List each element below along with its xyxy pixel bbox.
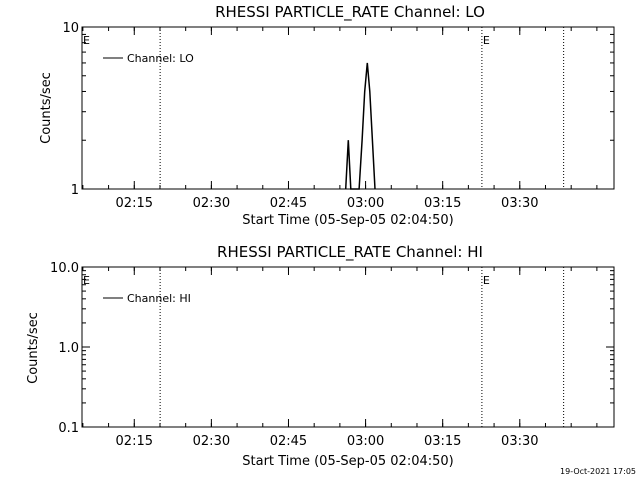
- y-tick-label: 1: [71, 183, 79, 198]
- x-tick-label: 03:00: [347, 196, 384, 211]
- panel-hi-ylabel: Counts/sec: [26, 312, 41, 384]
- panel-lo-legend-label: Channel: LO: [127, 52, 194, 65]
- timestamp: 19-Oct-2021 17:05: [560, 467, 636, 476]
- panel-hi: RHESSI PARTICLE_RATE Channel: HI Start T…: [26, 243, 615, 469]
- panel-lo-title: RHESSI PARTICLE_RATE Channel: LO: [215, 3, 485, 22]
- x-tick-label: 03:30: [501, 434, 538, 449]
- y-tick-label: 0.1: [58, 421, 79, 436]
- panel-hi-title: RHESSI PARTICLE_RATE Channel: HI: [217, 243, 483, 262]
- x-tick-label: 02:15: [116, 196, 153, 211]
- x-tick-label: 02:15: [116, 434, 153, 449]
- y-tick-label: 1.0: [58, 341, 79, 356]
- panel-frame: [81, 266, 615, 428]
- x-tick-label: 03:00: [347, 434, 384, 449]
- event-marker-label: E: [483, 34, 490, 47]
- x-tick-label: 03:30: [501, 196, 538, 211]
- x-tick-label: 02:30: [193, 196, 230, 211]
- x-tick-label: 02:45: [270, 434, 307, 449]
- panel-frame: [81, 26, 615, 190]
- event-marker-label: E: [83, 34, 90, 47]
- panel-lo: RHESSI PARTICLE_RATE Channel: LO Start T…: [39, 3, 615, 228]
- x-tick-label: 02:45: [270, 196, 307, 211]
- x-tick-label: 03:15: [424, 196, 461, 211]
- y-tick-label: 10.0: [50, 261, 79, 276]
- x-tick-label: 02:30: [193, 434, 230, 449]
- event-marker-label: E: [483, 274, 490, 287]
- panel-hi-legend-label: Channel: HI: [127, 292, 191, 305]
- event-marker-label: E: [83, 274, 90, 287]
- x-tick-label: 03:15: [424, 434, 461, 449]
- panel-hi-xlabel: Start Time (05-Sep-05 02:04:50): [242, 454, 453, 469]
- panel-lo-ylabel: Counts/sec: [39, 72, 54, 144]
- y-tick-label: 10: [62, 21, 79, 36]
- series-line: [344, 62, 376, 190]
- panel-lo-xlabel: Start Time (05-Sep-05 02:04:50): [242, 213, 453, 228]
